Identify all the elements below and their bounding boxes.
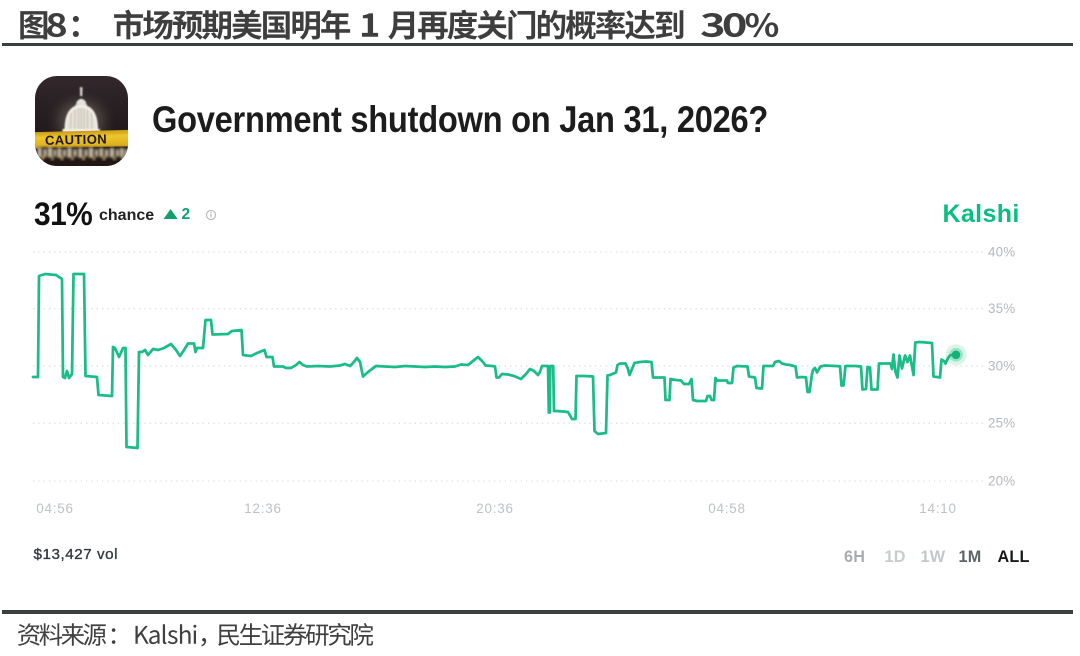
svg-text:30%: 30% xyxy=(988,358,1015,373)
svg-text:25%: 25% xyxy=(988,416,1015,431)
svg-text:20:36: 20:36 xyxy=(476,501,514,516)
svg-text:40%: 40% xyxy=(988,245,1015,260)
svg-text:04:56: 04:56 xyxy=(36,501,74,516)
svg-text:CAUTION: CAUTION xyxy=(45,131,107,148)
svg-text:04:58: 04:58 xyxy=(708,501,746,516)
svg-text:20%: 20% xyxy=(988,474,1015,489)
svg-text:35%: 35% xyxy=(988,301,1015,316)
svg-text:12:36: 12:36 xyxy=(244,501,282,516)
svg-text:14:10: 14:10 xyxy=(919,501,957,516)
